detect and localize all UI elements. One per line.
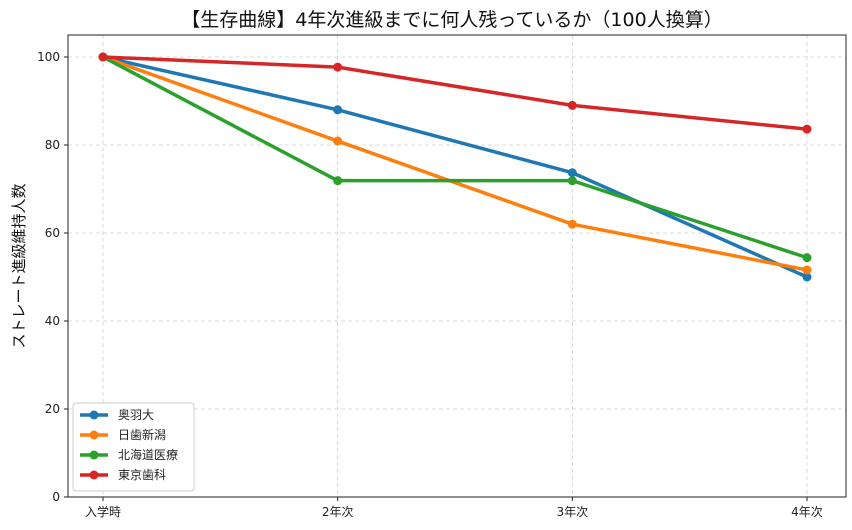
series-line [101,55,809,279]
data-point [802,272,812,282]
data-point [567,168,577,178]
y-tick-label: 60 [45,226,60,240]
y-axis-label: ストレート進級維持人数 [10,183,28,348]
legend-label: 日歯新潟 [118,427,166,442]
legend-box [72,402,195,492]
x-tick-label: 入学時 [85,504,121,519]
y-tick-label: 0 [52,490,60,504]
legend-swatch-marker [89,430,99,440]
plot-frame [67,34,847,498]
data-point [333,136,343,146]
data-point [567,100,577,110]
series-line [101,55,809,131]
legend-swatch-marker [89,450,99,460]
data-point [567,219,577,229]
data-point [802,253,812,263]
data-point [333,105,343,115]
data-point [333,62,343,72]
legend-label: 奥羽大 [118,408,154,422]
legend-swatch-marker [89,410,99,420]
legend-item: 奥羽大 [80,408,154,422]
y-tick-label: 100 [37,50,60,64]
data-point [802,124,812,134]
data-point [802,265,812,275]
legend-label: 北海道医療 [118,447,178,462]
data-point [333,176,343,186]
y-tick-label: 40 [45,314,60,328]
legend-swatch-marker [89,470,99,480]
x-axis: 入学時 2年次 3年次 4年次 [85,497,823,519]
data-point [98,52,108,62]
x-tick-label: 4年次 [791,505,823,519]
series-東京歯科 [98,52,812,134]
series-layer [98,52,812,282]
y-tick-label: 80 [45,138,60,152]
y-tick-label: 20 [45,402,60,416]
chart-title: 【生存曲線】4年次進級までに何人残っているか（100人換算） [181,9,722,31]
series-line [101,55,809,260]
legend-item: 北海道医療 [80,447,178,462]
x-tick-label: 2年次 [322,505,354,519]
data-point [567,176,577,186]
legend-item: 日歯新潟 [80,427,166,442]
y-axis: 0 20 40 60 80 100 [37,50,68,504]
x-tick-label: 3年次 [557,505,589,519]
legend-item: 東京歯科 [80,468,166,482]
series-line [101,55,809,272]
legend-label: 東京歯科 [118,468,166,482]
